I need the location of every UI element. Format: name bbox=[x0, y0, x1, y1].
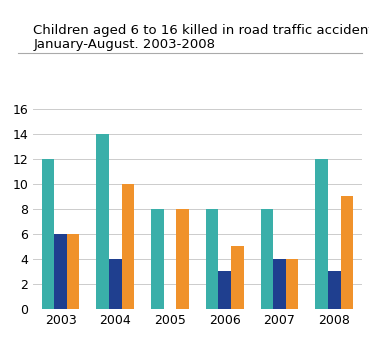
Bar bbox=[151, 209, 164, 309]
Bar bbox=[206, 209, 218, 309]
Bar bbox=[218, 271, 231, 309]
Bar bbox=[96, 134, 109, 309]
Bar bbox=[109, 258, 122, 309]
Legend: Total, 6-12 years, 13-16 years: Total, 6-12 years, 13-16 years bbox=[72, 358, 323, 363]
Bar bbox=[176, 209, 189, 309]
Text: Children aged 6 to 16 killed in road traffic accidents.: Children aged 6 to 16 killed in road tra… bbox=[33, 24, 369, 37]
Bar bbox=[328, 271, 341, 309]
Bar bbox=[54, 234, 67, 309]
Bar bbox=[261, 209, 273, 309]
Bar bbox=[341, 196, 353, 309]
Text: January-August. 2003-2008: January-August. 2003-2008 bbox=[33, 38, 215, 51]
Bar bbox=[42, 159, 54, 309]
Bar bbox=[315, 159, 328, 309]
Bar bbox=[273, 258, 286, 309]
Bar bbox=[286, 258, 299, 309]
Bar bbox=[231, 246, 244, 309]
Bar bbox=[122, 184, 134, 309]
Bar bbox=[67, 234, 79, 309]
